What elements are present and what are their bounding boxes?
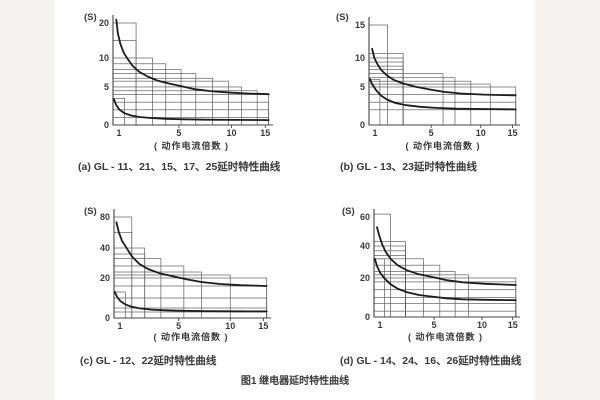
tolerance-box xyxy=(368,61,404,126)
x-tick-label: 10 xyxy=(476,128,486,138)
chart-d-yaxis-unit: (S) xyxy=(342,206,355,217)
tolerance-box xyxy=(113,285,268,319)
x-tick-label: 10 xyxy=(225,321,235,331)
x-tick-label: 1 xyxy=(116,128,121,138)
chart-d-caption: (d) GL - 14、24、16、26延时特性曲线 xyxy=(340,355,522,367)
y-tick-label: 10 xyxy=(355,53,365,63)
tolerance-box xyxy=(368,86,517,126)
chart-d-xaxis-title: ( 动作电流倍数 ) xyxy=(408,332,483,342)
tolerance-box xyxy=(113,311,268,319)
chart-c-plot-area: 0 20 40 80 1 5 10 15 xyxy=(75,205,290,355)
x-tick-label: 1 xyxy=(117,321,122,331)
characteristic-curves xyxy=(113,221,268,313)
tolerance-box xyxy=(373,258,424,318)
tolerance-box xyxy=(373,302,517,318)
curve-lower-limit-curve xyxy=(113,291,268,313)
curve-lower-limit-curve xyxy=(112,98,270,121)
curve-upper-limit-curve xyxy=(115,221,268,287)
y-tick-label: 15 xyxy=(355,20,365,30)
y-tick-label: 20 xyxy=(99,18,109,28)
y-tick-label: 40 xyxy=(360,241,370,251)
y-tick-label: 0 xyxy=(365,312,370,322)
x-tick-label: 1 xyxy=(372,128,377,138)
y-tick-label: 80 xyxy=(100,212,110,222)
x-tick-label: 5 xyxy=(432,320,437,330)
tolerance-box xyxy=(112,69,182,126)
characteristic-curves xyxy=(368,47,517,111)
document-page xyxy=(55,0,535,400)
chart-c-caption: (c) GL - 12、22延时特性曲线 xyxy=(80,355,217,367)
curve-lower-limit-curve xyxy=(368,78,517,111)
characteristic-curves xyxy=(373,226,517,302)
x-tick-label: 5 xyxy=(429,128,434,138)
y-tick-labels: 0 5 10 15 xyxy=(355,20,365,130)
chart-b-xaxis-title: ( 动作电流倍数 ) xyxy=(405,141,481,151)
y-tick-label: 20 xyxy=(100,273,110,283)
figure-title: 图1 继电器延时特性曲线 xyxy=(240,376,350,387)
chart-c-yaxis-unit: (S) xyxy=(84,206,97,217)
chart-c-xaxis-title: ( 动作电流倍数 ) xyxy=(153,332,229,342)
tolerance-box xyxy=(368,77,456,126)
chart-a-yaxis-unit: (S) xyxy=(84,12,97,23)
y-tick-labels: 0 5 10 20 xyxy=(99,18,109,130)
curve-upper-limit-curve xyxy=(376,226,517,286)
tolerance-boxes xyxy=(373,213,517,318)
x-tick-label: 5 xyxy=(176,128,181,138)
curve-upper-limit-curve xyxy=(115,18,270,96)
tolerance-box xyxy=(113,307,268,319)
tolerance-box xyxy=(368,57,404,126)
chart-b-plot-area: 0 5 10 15 1 5 10 15 xyxy=(330,10,535,160)
tolerance-box xyxy=(373,264,441,318)
chart-a-caption: (a) GL - 11、21、15、17、25延时特性曲线 xyxy=(78,161,281,173)
tolerance-boxes xyxy=(112,22,270,126)
chart-d-plot-area: 0 20 40 60 1 5 10 15 xyxy=(335,205,535,355)
x-tick-label: 1 xyxy=(377,320,382,330)
tolerance-box xyxy=(373,255,406,318)
x-tick-label: 10 xyxy=(227,128,237,138)
curve-upper-limit-curve xyxy=(371,47,517,97)
y-tick-label: 40 xyxy=(100,243,110,253)
tolerance-box xyxy=(368,101,517,126)
x-tick-label: 5 xyxy=(176,321,181,331)
chart-b-yaxis-unit: (S) xyxy=(336,12,349,23)
y-tick-label: 0 xyxy=(104,120,109,130)
y-tick-labels: 0 20 40 60 xyxy=(360,212,370,322)
tolerance-boxes xyxy=(113,216,268,319)
x-tick-labels: 1 5 10 15 xyxy=(117,321,268,331)
y-tick-label: 0 xyxy=(105,313,110,323)
chart-a-xaxis-title: ( 动作电流倍数 ) xyxy=(154,141,229,151)
tolerance-box xyxy=(373,258,385,318)
tolerance-box xyxy=(368,53,404,126)
x-tick-label: 15 xyxy=(258,321,268,331)
x-tick-label: 15 xyxy=(260,128,270,138)
x-tick-labels: 1 5 10 15 xyxy=(116,128,270,138)
x-tick-label: 10 xyxy=(477,320,487,330)
x-tick-label: 15 xyxy=(508,320,518,330)
y-tick-label: 5 xyxy=(360,82,365,92)
x-tick-label: 15 xyxy=(508,128,518,138)
chart-a-plot-area: 0 5 10 20 1 5 10 15 xyxy=(75,10,290,160)
chart-b-caption: (b) GL - 13、23延时特性曲线 xyxy=(340,161,477,173)
y-tick-label: 0 xyxy=(360,120,365,130)
characteristic-curves xyxy=(112,18,270,121)
y-tick-label: 10 xyxy=(99,53,109,63)
y-tick-label: 20 xyxy=(360,273,370,283)
tolerance-box xyxy=(368,109,517,126)
y-tick-label: 60 xyxy=(360,212,370,222)
y-tick-labels: 0 20 40 80 xyxy=(100,212,110,323)
x-tick-labels: 1 5 10 15 xyxy=(377,320,517,330)
curve-lower-limit-curve xyxy=(373,257,517,302)
tolerance-box xyxy=(373,241,406,318)
x-tick-labels: 1 5 10 15 xyxy=(372,128,517,138)
y-tick-label: 5 xyxy=(104,82,109,92)
tolerance-box xyxy=(373,310,517,318)
